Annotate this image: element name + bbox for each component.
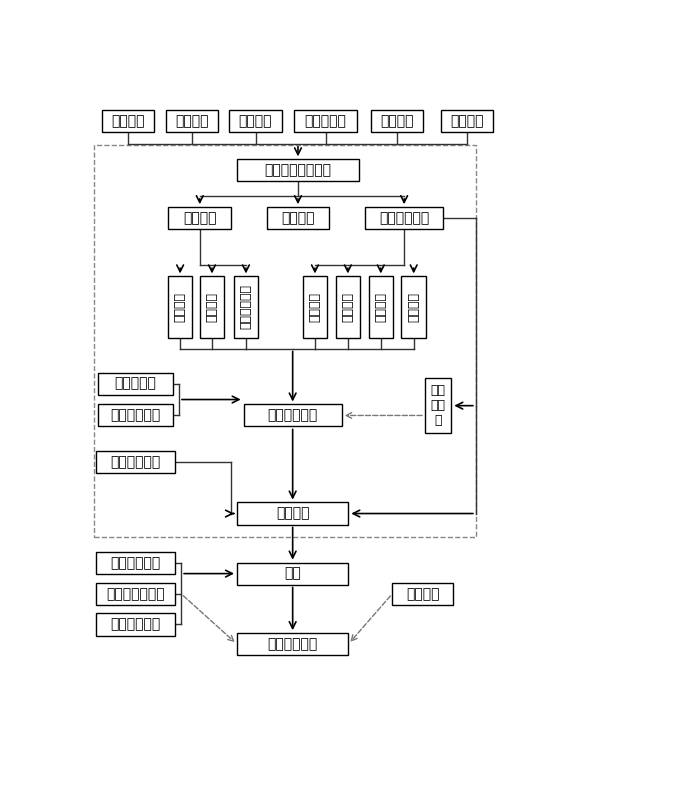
FancyBboxPatch shape — [237, 633, 349, 655]
FancyBboxPatch shape — [440, 110, 493, 132]
Text: 经验公式: 经验公式 — [380, 115, 414, 128]
FancyBboxPatch shape — [169, 207, 231, 229]
FancyBboxPatch shape — [369, 276, 393, 338]
Text: 韵律差异: 韵律差异 — [407, 292, 420, 322]
Text: 心滩: 心滩 — [284, 567, 301, 580]
FancyBboxPatch shape — [393, 583, 453, 605]
Text: 河间沙体: 河间沙体 — [308, 292, 321, 322]
FancyBboxPatch shape — [102, 110, 154, 132]
FancyBboxPatch shape — [96, 614, 175, 635]
Text: 泥质夹层: 泥质夹层 — [173, 292, 186, 322]
Text: 数値模拟: 数値模拟 — [450, 115, 484, 128]
Text: 辞状河地质知识库: 辞状河地质知识库 — [264, 163, 332, 178]
Text: 现代沉积: 现代沉积 — [112, 115, 145, 128]
FancyBboxPatch shape — [294, 110, 358, 132]
FancyBboxPatch shape — [336, 276, 360, 338]
Text: 测井曲线旋回: 测井曲线旋回 — [110, 556, 161, 570]
Text: 野外露头: 野外露头 — [175, 115, 208, 128]
Text: 单井相识别: 单井相识别 — [114, 377, 156, 391]
FancyBboxPatch shape — [99, 373, 173, 395]
FancyBboxPatch shape — [99, 404, 173, 427]
FancyBboxPatch shape — [401, 276, 426, 338]
Text: 沉积微相平面: 沉积微相平面 — [110, 408, 161, 423]
Text: 高程差异: 高程差异 — [341, 292, 354, 322]
FancyBboxPatch shape — [266, 207, 329, 229]
Text: 电测曲线突变: 电测曲线突变 — [240, 284, 253, 330]
FancyBboxPatch shape — [365, 207, 443, 229]
Text: 密井网解剖: 密井网解剖 — [305, 115, 347, 128]
FancyBboxPatch shape — [371, 110, 423, 132]
Text: 物理模拟: 物理模拟 — [239, 115, 272, 128]
Text: 心滩规模: 心滩规模 — [282, 211, 314, 225]
FancyBboxPatch shape — [96, 583, 175, 605]
FancyBboxPatch shape — [234, 276, 258, 338]
FancyBboxPatch shape — [200, 276, 224, 338]
FancyBboxPatch shape — [425, 378, 451, 433]
Text: 沙体
厚度
图: 沙体 厚度 图 — [431, 384, 446, 427]
FancyBboxPatch shape — [168, 276, 192, 338]
Text: 沉淤模型: 沉淤模型 — [406, 587, 440, 601]
Text: 垂向微相变化: 垂向微相变化 — [110, 618, 161, 631]
Text: 心滩内部解剖: 心滩内部解剖 — [268, 637, 318, 651]
FancyBboxPatch shape — [303, 276, 327, 338]
Text: 河道规模: 河道规模 — [183, 211, 216, 225]
FancyBboxPatch shape — [237, 159, 359, 181]
Text: 沙项相对深度: 沙项相对深度 — [110, 455, 161, 469]
FancyBboxPatch shape — [229, 110, 282, 132]
FancyBboxPatch shape — [244, 404, 342, 427]
Text: 复合心滩: 复合心滩 — [276, 506, 310, 521]
Text: 落淤层发育位置: 落淤层发育位置 — [106, 587, 165, 601]
Text: 单一河道分布: 单一河道分布 — [268, 408, 318, 423]
FancyBboxPatch shape — [96, 451, 175, 473]
FancyBboxPatch shape — [237, 563, 349, 584]
FancyBboxPatch shape — [166, 110, 218, 132]
FancyBboxPatch shape — [237, 502, 349, 525]
Text: 厚度变化: 厚度变化 — [374, 292, 387, 322]
Text: 辞状水道规模: 辞状水道规模 — [379, 211, 429, 225]
Text: 馒质夹层: 馒质夹层 — [206, 292, 219, 322]
FancyBboxPatch shape — [96, 552, 175, 574]
